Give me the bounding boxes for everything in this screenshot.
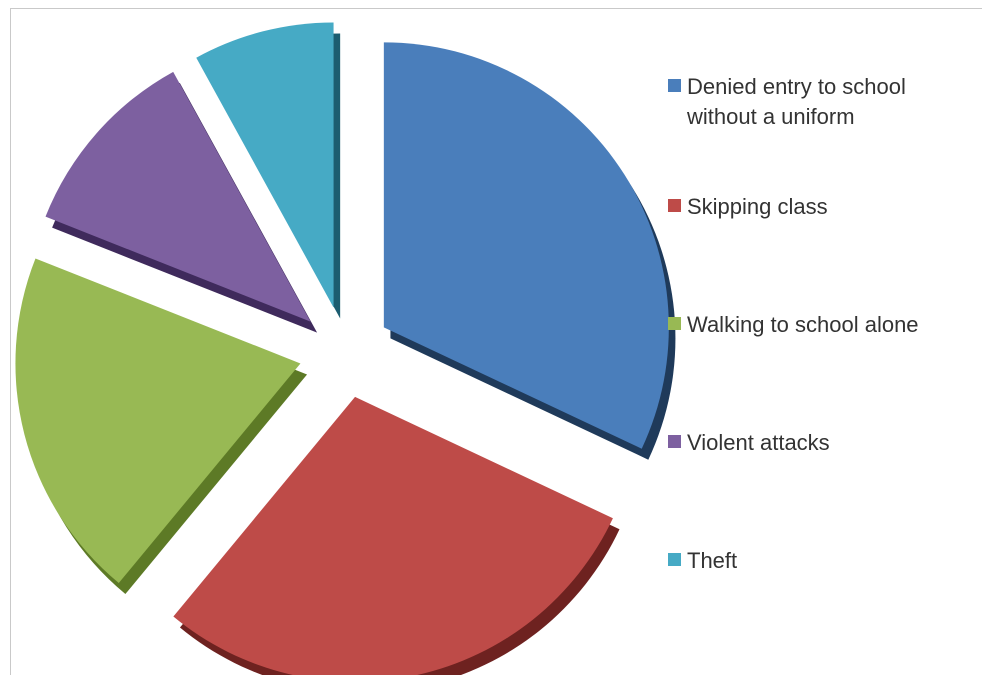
legend-swatch (668, 317, 681, 330)
legend-swatch (668, 199, 681, 212)
legend-label: Violent attacks (687, 430, 830, 455)
legend-swatch (668, 553, 681, 566)
legend-swatch (668, 79, 681, 92)
pie-slice-denied-entry-to-school-without-a-uniform (383, 42, 669, 449)
legend-item-denied-entry: Denied entry to school without a uniform (668, 72, 957, 132)
legend-label: Denied entry to school without a uniform (687, 74, 906, 129)
legend-label: Walking to school alone (687, 312, 919, 337)
legend-item-skipping-class: Skipping class (668, 192, 957, 222)
legend-item-violent-attacks: Violent attacks (668, 428, 957, 458)
legend-label: Theft (687, 548, 738, 573)
pie-slice-skipping-class (173, 396, 613, 675)
legend-item-walking-alone: Walking to school alone (668, 310, 957, 340)
pie-slice-theft (196, 22, 334, 308)
legend-item-theft: Theft (668, 546, 957, 576)
pie-slice-walking-to-school-alone (15, 258, 301, 584)
legend-swatch (668, 435, 681, 448)
legend-label: Skipping class (687, 194, 828, 219)
pie-slice-violent-attacks (45, 71, 311, 322)
